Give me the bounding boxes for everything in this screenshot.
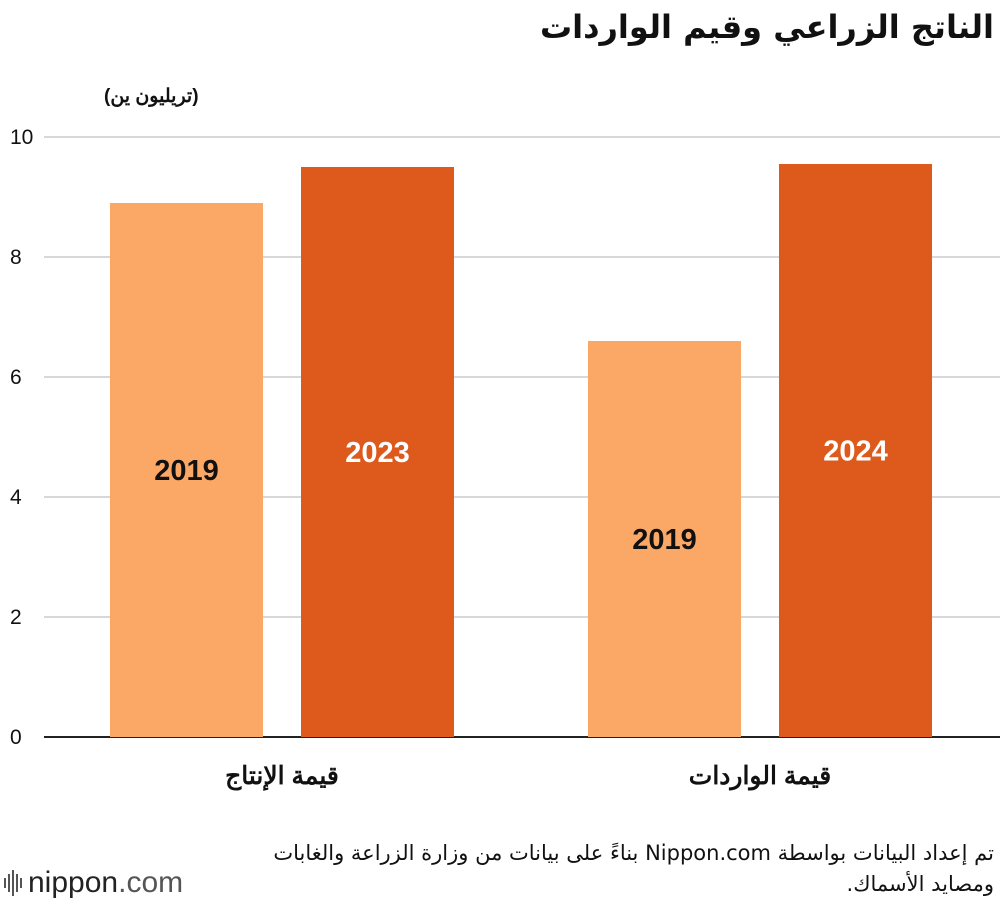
bar-year-label: 2023 <box>345 437 410 469</box>
y-tick-label: 8 <box>10 246 22 269</box>
logo-name: nippon <box>28 866 119 899</box>
y-tick-label: 4 <box>10 486 22 509</box>
logo-suffix: com <box>126 866 184 899</box>
bar-year-label: 2024 <box>823 436 888 468</box>
nippon-logo: nippon. com <box>4 866 183 900</box>
y-axis-unit-label: (تريليون ين) <box>104 86 199 107</box>
source-note: تم إعداد البيانات بواسطة Nippon.com بناء… <box>273 841 994 896</box>
y-tick-label: 6 <box>10 366 22 389</box>
x-axis-categories: قيمة الإنتاج قيمة الواردات <box>225 762 831 791</box>
bars: 2019 2023 2019 2024 <box>110 164 932 737</box>
bar-1-1 <box>779 164 932 737</box>
bar-chart: (تريليون ين) 0 2 4 6 8 10 2019 2023 2019 2024 قي… <box>10 86 1000 791</box>
logo-bars-icon <box>4 870 22 896</box>
y-axis-ticks: 0 2 4 6 8 10 <box>10 126 33 749</box>
y-tick-label: 10 <box>10 126 33 149</box>
bar-1-0 <box>588 341 741 737</box>
bar-0-0 <box>110 203 263 737</box>
category-label: قيمة الإنتاج <box>225 762 339 791</box>
category-label: قيمة الواردات <box>689 762 831 791</box>
bar-year-label: 2019 <box>154 455 219 487</box>
y-tick-label: 2 <box>10 606 22 629</box>
bar-year-label: 2019 <box>632 524 697 556</box>
bar-0-1 <box>301 167 454 737</box>
y-tick-label: 0 <box>10 726 22 749</box>
chart-title: الناتج الزراعي وقيم الواردات <box>539 8 994 46</box>
